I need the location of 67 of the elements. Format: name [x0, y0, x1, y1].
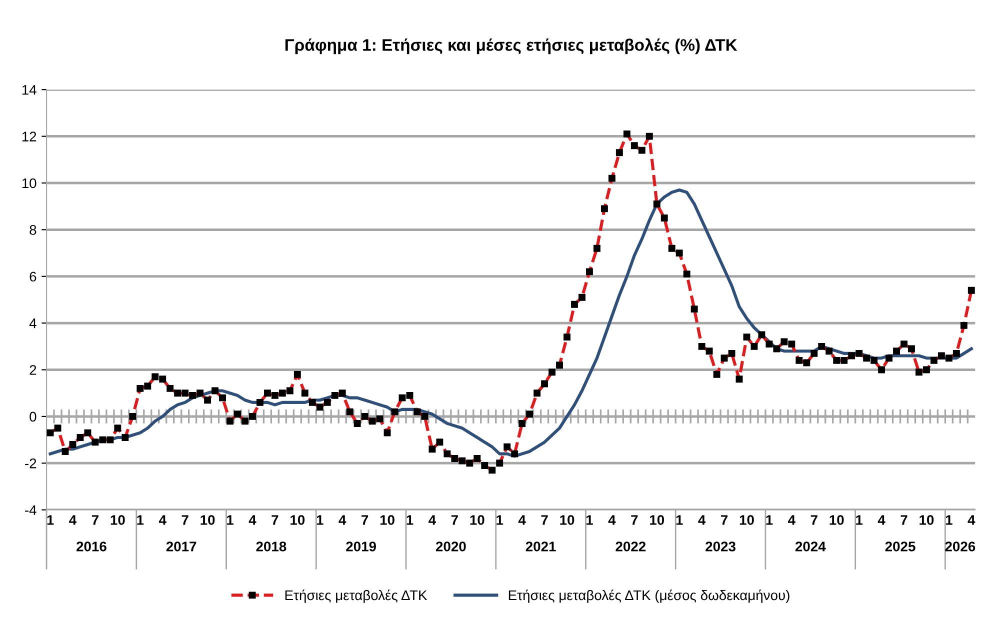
x-tick-label: 1 — [227, 515, 234, 525]
x-tick-label: 4 — [878, 515, 886, 525]
line-series — [48, 188, 973, 458]
x-tick-label: 4 — [158, 515, 166, 525]
text: 2017 — [166, 542, 196, 552]
y-tick-label: 10 — [22, 178, 36, 188]
text: 2026 — [945, 542, 976, 552]
x-tick-label: 1 — [47, 515, 54, 525]
x-tick-label: 10 — [110, 515, 125, 525]
x-tick-label: 10 — [290, 515, 305, 525]
text: 2020 — [436, 542, 466, 552]
text: 2021 — [526, 542, 556, 552]
x-tick-label: 4 — [968, 515, 976, 525]
text: 2024 — [795, 542, 826, 552]
text: 2016 — [76, 542, 106, 552]
y-tick-label: 12 — [22, 132, 36, 142]
x-tick-label: 10 — [560, 515, 574, 525]
y-tick-label: 14 — [22, 85, 36, 95]
y-tick-label: 8 — [30, 225, 36, 235]
x-tick-label: 10 — [830, 515, 844, 525]
x-tick-label: 10 — [470, 515, 484, 525]
x-tick-label: 4 — [338, 515, 346, 525]
x-tick-label: 7 — [810, 515, 818, 525]
x-tick-label: 10 — [200, 515, 215, 525]
x-tick-label: 1 — [586, 515, 593, 525]
x-tick-label: 7 — [900, 515, 908, 525]
text: 2018 — [256, 542, 286, 552]
x-tick-label: 10 — [920, 515, 934, 525]
x-tick-label: 10 — [740, 515, 754, 525]
x-tick-label: 1 — [496, 515, 504, 525]
x-tick-label: 10 — [380, 515, 394, 525]
chart-title: Γράφημα 1: Ετήσιες και μέσες ετήσιες μεταβολές (%) ΔΤΚ — [285, 38, 738, 54]
x-tick-label: 7 — [362, 515, 368, 525]
x-tick-label: 7 — [182, 515, 188, 525]
x-tick-label: 7 — [541, 515, 548, 525]
text: 2022 — [616, 542, 646, 552]
y-tick-label: -2 — [25, 458, 36, 468]
x-tick-label: 1 — [856, 515, 863, 525]
x-tick-label: 10 — [650, 515, 664, 525]
x-tick-label: 4 — [788, 515, 796, 525]
y-tick-label: -4 — [25, 505, 36, 515]
x-tick-label: 4 — [428, 515, 436, 525]
x-tick-label: 7 — [631, 515, 638, 525]
x-tick-label: 1 — [316, 515, 324, 525]
x-tick-label: 4 — [698, 515, 706, 525]
x-tick-label: 7 — [272, 515, 278, 525]
x-tick-label: 1 — [676, 515, 683, 525]
text: 2025 — [885, 542, 916, 552]
text: 2023 — [706, 542, 736, 552]
y-tick-label: 4 — [29, 318, 36, 328]
legend-label: Ετήσιες μεταβολές ΔΤΚ — [285, 590, 428, 603]
legend-label: Ετήσιες μεταβολές ΔΤΚ (μέσος δωδεκαμήνου) — [508, 590, 790, 603]
x-tick-label: 1 — [137, 515, 144, 525]
x-tick-label: 4 — [248, 515, 256, 525]
text: 2019 — [346, 542, 376, 552]
x-tick-label: 4 — [608, 515, 616, 525]
x-tick-label: 4 — [69, 515, 77, 525]
x-tick-label: 7 — [92, 515, 98, 525]
x-tick-label: 4 — [518, 515, 526, 525]
y-tick-label: 6 — [30, 272, 36, 282]
y-tick-label: 0 — [30, 412, 36, 422]
y-tick-label: 2 — [30, 365, 36, 375]
x-tick-label: 7 — [721, 515, 728, 525]
x-tick-label: 7 — [451, 515, 458, 525]
x-tick-label: 1 — [946, 515, 952, 525]
x-tick-label: 1 — [406, 515, 414, 525]
x-tick-label: 1 — [766, 515, 773, 525]
